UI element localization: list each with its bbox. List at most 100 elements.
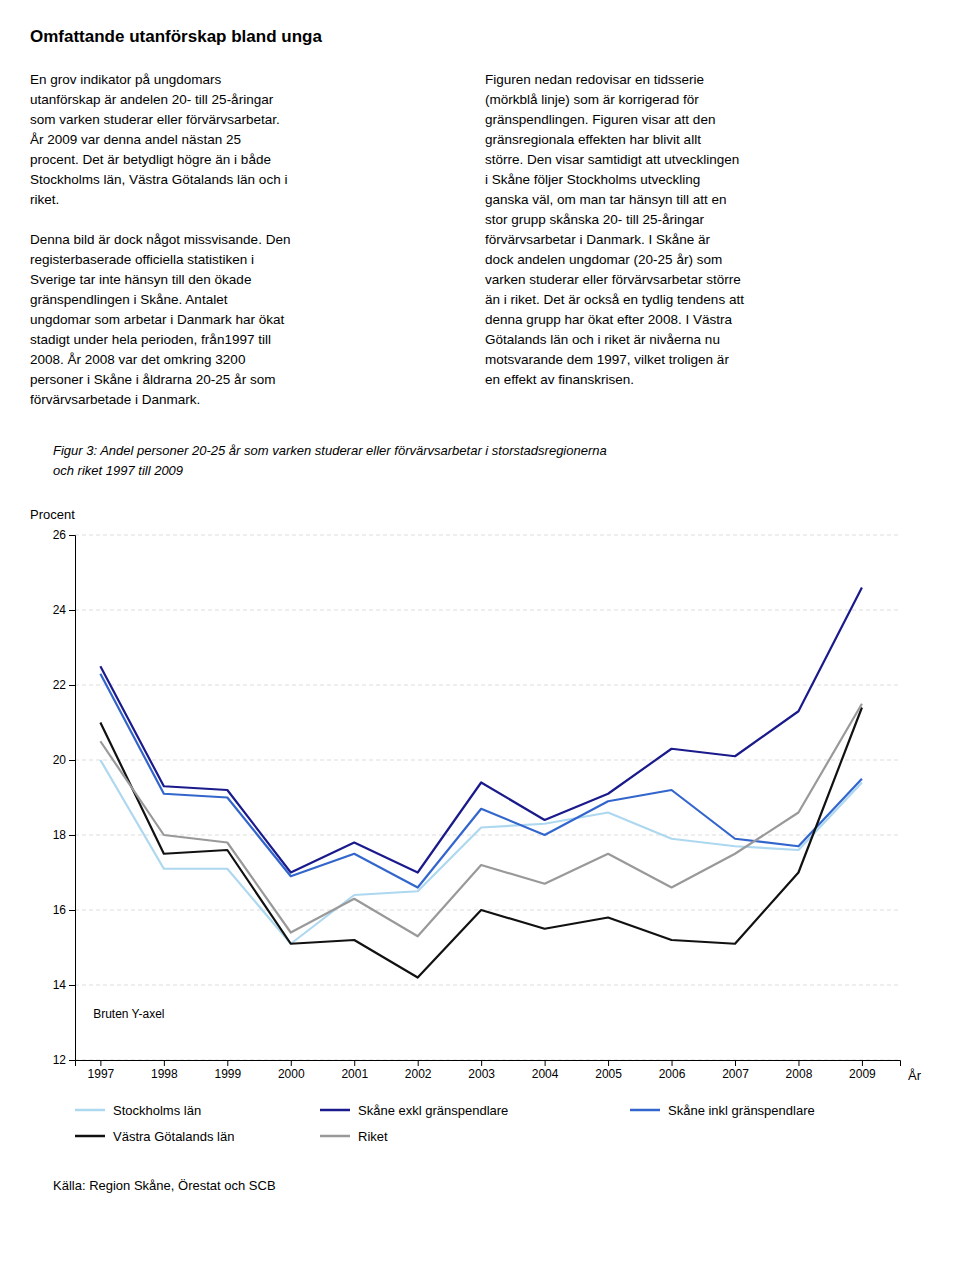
grid-line	[75, 985, 900, 986]
body-text: personer i Skåne i åldrarna 20-25 år som	[30, 372, 275, 387]
x-tick: 2007	[722, 1060, 749, 1081]
legend-swatch	[75, 1135, 105, 1138]
legend-label: Stockholms län	[113, 1103, 201, 1118]
y-tick: 20	[53, 753, 75, 767]
series-line	[100, 708, 862, 978]
x-tick-mark	[418, 1060, 419, 1066]
x-tick: 1999	[214, 1060, 241, 1081]
x-tick-label: 1997	[88, 1067, 115, 1081]
x-tick-mark	[291, 1060, 292, 1066]
body-text: Sverige tar inte hänsyn till den ökade	[30, 272, 251, 287]
caption: Figur 3: Andel personer 20-25 år som var…	[53, 443, 607, 458]
y-tick-mark	[69, 610, 75, 611]
series-line	[100, 674, 862, 888]
x-axis: 1997199819992000200120022003200420052006…	[76, 1060, 901, 1081]
x-tick-label: 2009	[849, 1067, 876, 1081]
body-text: ganska väl, om man tar hänsyn till att e…	[485, 192, 727, 207]
y-tick-label: 26	[53, 528, 67, 542]
y-tick-label: 24	[53, 603, 67, 617]
x-tick-mark	[227, 1060, 228, 1066]
x-tick: 2009	[849, 1060, 876, 1081]
body-text: ungdomar som arbetar i Danmark har ökat	[30, 312, 285, 327]
legend-item: Skåne inkl gränspendlare	[630, 1103, 815, 1118]
body-text: procent. Det är betydligt högre än i båd…	[30, 152, 271, 167]
series-lines	[100, 588, 862, 978]
body-text: större. Den visar samtidigt att utveckli…	[485, 152, 739, 167]
y-tick-label: 20	[53, 753, 67, 767]
body-text: förvärvsarbetade i Danmark.	[30, 392, 200, 407]
body-text: stadigt under hela perioden, från1997 ti…	[30, 332, 271, 347]
source: Källa: Region Skåne, Örestat och SCB	[53, 1178, 276, 1193]
body-text: än i riket. Det är också en tydlig tende…	[485, 292, 744, 307]
axis-line	[76, 1061, 901, 1067]
y-tick: 14	[53, 978, 75, 992]
grid-line	[75, 910, 900, 911]
x-tick-label: 2005	[595, 1067, 622, 1081]
x-tick-mark	[354, 1060, 355, 1066]
legend-label: Skåne inkl gränspendlare	[668, 1103, 815, 1118]
legend-label: Västra Götalands län	[113, 1129, 234, 1144]
x-tick: 1998	[151, 1060, 178, 1081]
body-text: gränspendlingen i Skåne. Antalet	[30, 292, 228, 307]
annotation: Bruten Y-axel	[93, 1007, 164, 1021]
y-tick-mark	[69, 985, 75, 986]
body-text: varken studerar eller förvärvsarbetar st…	[485, 272, 741, 287]
y-tick: 22	[53, 678, 75, 692]
legend: Stockholms län Skåne exkl gränspendlare Sk…	[75, 1103, 815, 1144]
y-axis-title: Procent	[30, 507, 75, 522]
body-text: utanförskap är andelen 20- till 25-åring…	[30, 92, 274, 107]
legend-label: Riket	[358, 1129, 388, 1144]
y-tick: 26	[53, 528, 75, 542]
text-column: Figuren nedan redovisar en tidsserie (mör…	[485, 72, 744, 387]
y-tick: 24	[53, 603, 75, 617]
x-tick-mark	[735, 1060, 736, 1066]
y-tick-label: 18	[53, 828, 67, 842]
x-tick-mark	[100, 1060, 101, 1066]
x-tick-label: 2003	[468, 1067, 495, 1081]
body-text: stor grupp skånska 20- till 25-åringar	[485, 212, 705, 227]
x-tick-mark	[481, 1060, 482, 1066]
x-axis-title: År	[908, 1068, 922, 1083]
y-tick-mark	[69, 910, 75, 911]
body-text: denna grupp har ökat efter 2008. I Västr…	[485, 312, 732, 327]
body-text: dock andelen ungdomar (20-25 år) som	[485, 252, 722, 267]
legend-label: Skåne exkl gränspendlare	[358, 1103, 508, 1118]
x-tick: 2001	[341, 1060, 368, 1081]
x-tick-label: 2008	[786, 1067, 813, 1081]
body-text: Figuren nedan redovisar en tidsserie	[485, 72, 704, 87]
legend-item: Västra Götalands län	[75, 1129, 234, 1144]
x-tick: 2003	[468, 1060, 495, 1081]
legend-swatch	[320, 1135, 350, 1138]
title: Omfattande utanförskap bland unga	[30, 27, 322, 46]
body-text: registerbaserade officiella statistiken …	[30, 252, 254, 267]
body-text: År 2009 var denna andel nästan 25	[30, 132, 241, 147]
page: Omfattande utanförskap bland unga En grov…	[0, 0, 960, 1276]
grid-line	[75, 535, 900, 536]
body-text: Stockholms län, Västra Götalands län och…	[30, 172, 287, 187]
y-tick-label: 22	[53, 678, 67, 692]
series-line	[100, 588, 862, 873]
y-axis: 1214161820222426	[53, 528, 76, 1067]
body-text: En grov indikator på ungdomars	[30, 72, 222, 87]
grid-line	[75, 835, 900, 836]
x-tick-mark	[545, 1060, 546, 1066]
text-column: En grov indikator på ungdomars utanförska…	[30, 72, 290, 407]
grid-line	[75, 760, 900, 761]
grid	[75, 535, 900, 1060]
x-tick: 2004	[532, 1060, 559, 1081]
body-text: motsvarande dem 1997, vilket troligen är	[485, 352, 729, 367]
body-text: 2008. År 2008 var det omkring 3200	[30, 352, 245, 367]
axis-line	[69, 536, 76, 1061]
body-text: i Skåne följer Stockholms utveckling	[485, 172, 700, 187]
x-tick-mark	[798, 1060, 799, 1066]
body-text: Götalands län och i riket är nivåerna nu	[485, 332, 720, 347]
y-tick: 12	[53, 1053, 75, 1067]
body-text: förvärvsarbetar i Danmark. I Skåne är	[485, 232, 711, 247]
caption: och riket 1997 till 2009	[53, 463, 183, 478]
series-line	[100, 704, 862, 937]
body-text: gränspendlingen. Figuren visar att den	[485, 112, 715, 127]
legend-item: Stockholms län	[75, 1103, 201, 1118]
x-tick-label: 2000	[278, 1067, 305, 1081]
series-line	[100, 760, 862, 944]
body-text: (mörkblå linje) som är korrigerad för	[485, 92, 699, 107]
